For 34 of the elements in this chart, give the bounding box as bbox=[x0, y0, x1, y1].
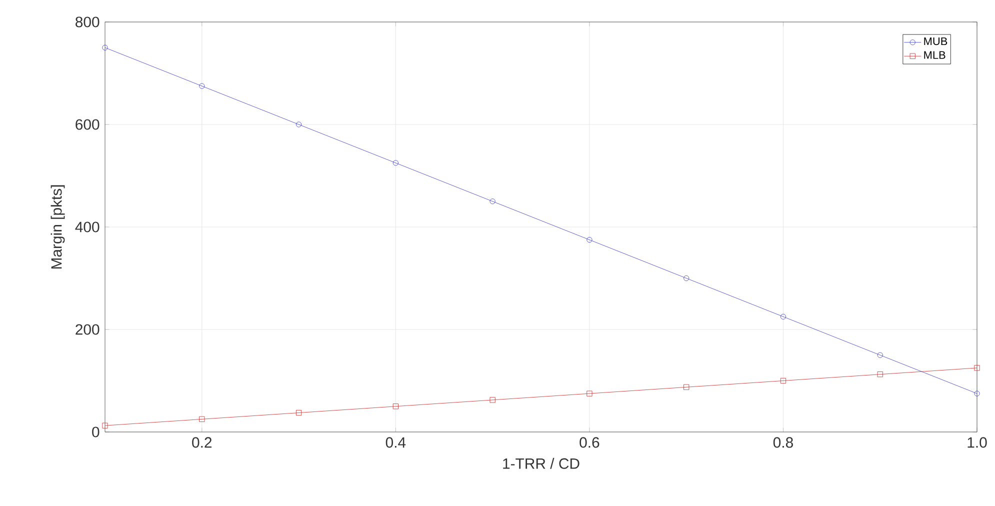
point bbox=[877, 372, 883, 378]
point bbox=[102, 422, 108, 428]
point bbox=[780, 378, 786, 384]
x-tick-label: 1.0 bbox=[968, 437, 987, 448]
y-axis-title: Margin [pkts] bbox=[50, 185, 65, 269]
point bbox=[780, 314, 786, 320]
point bbox=[974, 365, 980, 371]
point bbox=[586, 390, 592, 396]
point bbox=[684, 275, 690, 282]
x-tick-label: 0.4 bbox=[386, 437, 406, 448]
point bbox=[296, 122, 302, 128]
x-tick-label: 0.8 bbox=[773, 437, 793, 448]
point bbox=[392, 404, 398, 410]
point bbox=[586, 237, 592, 243]
legend-label: MUB bbox=[924, 37, 948, 46]
point bbox=[877, 352, 883, 358]
y-tick-label: 800 bbox=[76, 16, 100, 28]
legend-label: MLB bbox=[924, 51, 946, 59]
point bbox=[392, 160, 398, 166]
x-axis-title: 1-TRR / CD bbox=[503, 458, 580, 469]
point bbox=[490, 397, 496, 403]
point bbox=[102, 44, 108, 50]
x-tick-label: 0.6 bbox=[580, 437, 600, 448]
y-tick-label: 0 bbox=[92, 426, 100, 438]
y-tick-label: 400 bbox=[75, 222, 100, 232]
y-tick-label: 200 bbox=[76, 324, 100, 335]
point bbox=[296, 410, 302, 416]
point bbox=[199, 416, 205, 422]
point bbox=[684, 384, 690, 390]
point bbox=[974, 390, 980, 396]
x-tick-label: 0.2 bbox=[192, 437, 212, 448]
point bbox=[490, 198, 496, 204]
point bbox=[199, 83, 205, 89]
y-tick-label: 600 bbox=[76, 119, 100, 130]
